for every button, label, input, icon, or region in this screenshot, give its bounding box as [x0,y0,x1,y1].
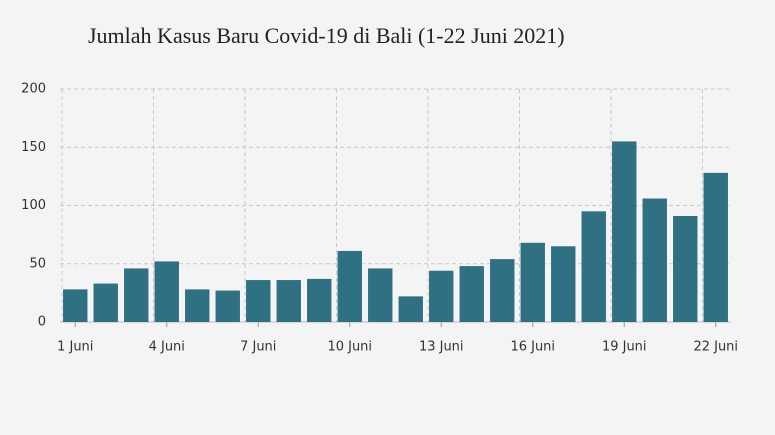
x-tick-label: 1 Juni [57,340,93,355]
bar [429,270,454,322]
bar [63,289,88,322]
bar [154,261,179,322]
bar [490,259,515,322]
x-tick-label: 19 Juni [602,340,647,355]
y-tick-label: 200 [21,82,46,97]
x-tick-label: 22 Juni [693,340,738,355]
bar [612,141,637,322]
y-tick-label: 150 [21,140,46,155]
x-tick-label: 10 Juni [327,340,372,355]
chart-title: Jumlah Kasus Baru Covid-19 di Bali (1-22… [88,23,565,48]
bar [246,280,271,322]
bar [642,198,667,322]
bar [276,280,301,322]
bar [520,242,545,322]
bar [337,250,362,322]
x-tick-label: 7 Juni [240,340,276,355]
bar [581,211,606,322]
bar [307,278,332,322]
bar [215,290,240,322]
bar [93,283,118,322]
y-tick-label: 0 [38,315,46,330]
x-tick-label: 13 Juni [419,340,464,355]
bar [551,246,576,322]
bar [398,296,423,322]
bar [703,172,728,322]
bar [185,289,210,322]
bar [673,215,698,322]
x-tick-label: 4 Juni [149,340,185,355]
bar [368,268,393,322]
bar [124,268,149,322]
bar [459,266,484,322]
x-tick-label: 16 Juni [510,340,555,355]
y-tick-label: 50 [29,256,46,271]
y-tick-label: 100 [21,198,46,213]
